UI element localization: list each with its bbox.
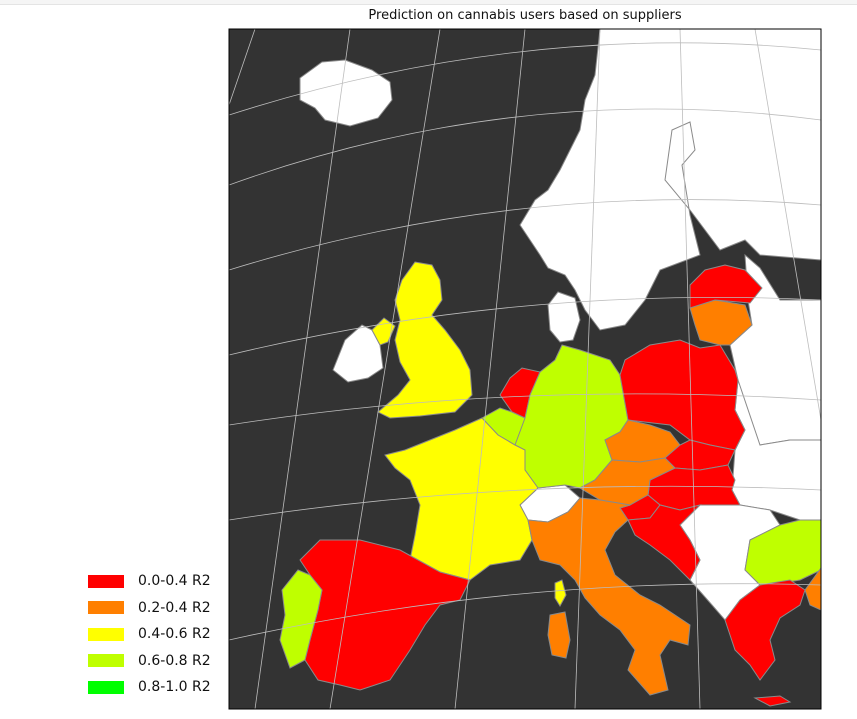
legend-label: 0.8-1.0 R2 [138,679,211,696]
country-portugal [279,569,323,669]
country-lithuania [689,299,753,346]
map-frame [228,28,822,710]
country-corsica [554,579,567,607]
legend-item: 0.8-1.0 R2 [88,674,211,701]
legend: 0.0-0.4 R2 0.2-0.4 R2 0.4-0.6 R2 0.6-0.8 R2… [88,568,211,701]
map-title: Prediction on cannabis users based on su… [368,8,682,23]
country-denmark [547,291,581,343]
country-croatia [627,504,702,581]
country-poland [619,339,746,451]
country-crete [753,695,792,707]
legend-item: 0.4-0.6 R2 [88,621,211,648]
country-italy [527,497,691,696]
legend-label: 0.6-0.8 R2 [138,652,211,669]
country-iceland [299,59,393,127]
legend-label: 0.4-0.6 R2 [138,626,211,643]
country-scandinavia [519,29,821,331]
legend-swatch [88,601,124,615]
country-bulgaria [744,519,821,586]
legend-label: 0.0-0.4 R2 [138,573,211,590]
country-greece [724,579,806,681]
legend-swatch [88,574,124,588]
legend-swatch [88,654,124,668]
legend-swatch [88,680,124,694]
legend-item: 0.2-0.4 R2 [88,595,211,622]
graticule [229,29,821,709]
top-bar [0,0,857,5]
country-united-kingdom [377,261,473,419]
land-layer [229,29,821,709]
legend-item: 0.6-0.8 R2 [88,648,211,675]
legend-swatch [88,627,124,641]
legend-item: 0.0-0.4 R2 [88,568,211,595]
legend-label: 0.2-0.4 R2 [138,599,211,616]
country-turkey [804,567,821,611]
country-sardinia [547,611,571,659]
